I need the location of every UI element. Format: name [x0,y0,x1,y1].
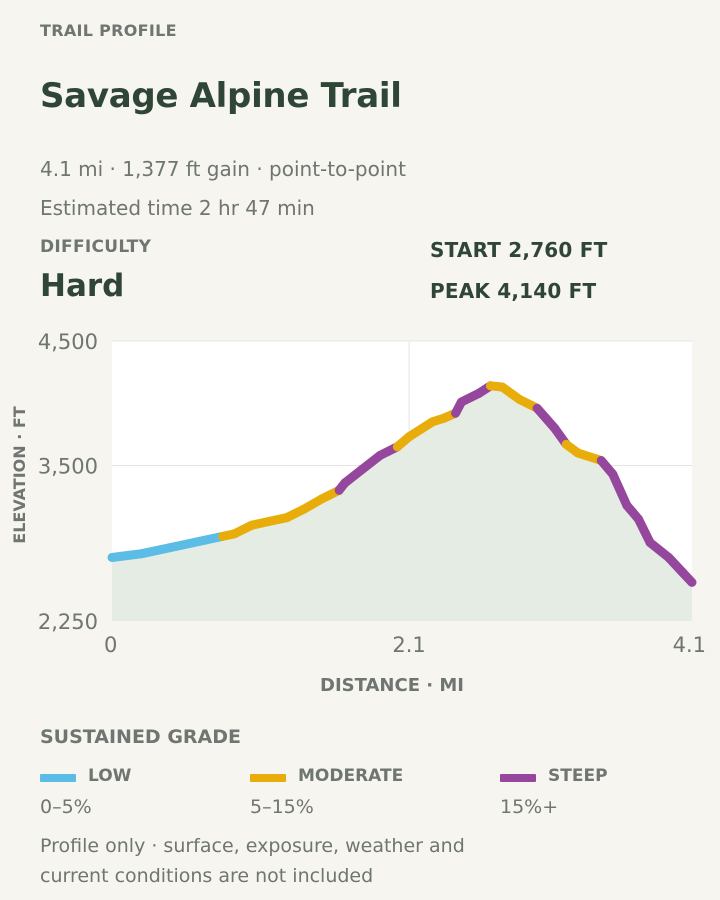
trail-summary: 4.1 mi · 1,377 ft gain · point-to-point [40,157,406,181]
y-tick-label-2: 4,500 [38,330,98,354]
x-tick-label-1: 2.1 [392,633,425,657]
estimated-time: Estimated time 2 hr 47 min [40,196,315,220]
elevation-segment-2 [165,536,204,553]
legend-title: SUSTAINED GRADE [40,726,242,748]
peak-elevation: PEAK 4,140 FT [430,279,597,303]
elevation-segment-16 [404,417,437,442]
x-tick-label-2: 4.1 [673,633,706,657]
elevation-segment-1 [136,543,175,559]
axis-ticks: 2,250 3,500 4,500 0 2.1 4.1 [38,330,706,657]
elevation-profile-chart: 2,250 3,500 4,500 0 2.1 4.1 DISTANCE · MI ELE… [10,330,706,696]
difficulty-value: Hard [40,268,125,304]
x-axis-label: DISTANCE · MI [320,675,464,696]
y-axis-label: ELEVATION · FT [10,406,29,544]
legend-swatch-moderate [250,774,286,782]
elevation-segment-30 [608,469,632,510]
legend-range-low: 0–5% [40,796,92,818]
elevation-area [112,385,692,621]
elevation-segment-0 [107,549,146,562]
start-elevation: START 2,760 FT [430,238,608,262]
legend-range-moderate: 5–15% [250,796,314,818]
legend-name-low: LOW [88,766,132,786]
trail-title: Savage Alpine Trail [40,76,402,116]
legend-name-steep: STEEP [548,766,608,786]
x-tick-label-0: 0 [104,633,117,657]
section-eyebrow: TRAIL PROFILE [40,21,177,40]
legend-range-steep: 15%+ [500,796,559,818]
legend-name-moderate: MODERATE [298,766,404,786]
difficulty-label: DIFFICULTY [40,237,152,257]
elevation-segment-35 [678,568,697,587]
y-tick-label-1: 3,500 [38,454,98,478]
legend-swatch-steep [500,774,536,782]
profile-disclaimer: Profile only · surface, exposure, weathe… [40,835,465,887]
legend-swatch-low [40,774,76,782]
elevation-line [107,381,697,587]
y-tick-label-0: 2,250 [38,610,98,634]
